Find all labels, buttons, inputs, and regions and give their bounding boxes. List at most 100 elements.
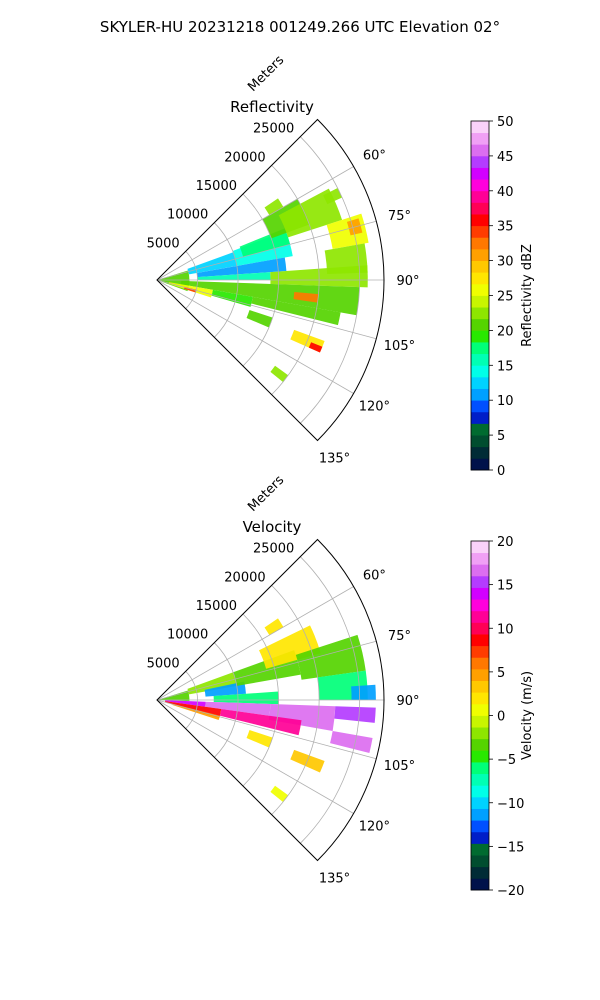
radial-axis-label: Meters	[245, 53, 287, 95]
colorbar-swatch	[471, 388, 489, 401]
colorbar-swatch	[471, 283, 489, 296]
colorbar-swatch	[471, 248, 489, 261]
colorbar-tick-label: −5	[497, 753, 516, 768]
panel-title: Reflectivity	[230, 98, 314, 116]
colorbar-swatch	[471, 587, 489, 600]
colorbar-swatch	[471, 668, 489, 681]
data-cell	[295, 634, 366, 680]
data-cells	[157, 187, 369, 383]
colorbar-swatch	[471, 458, 489, 471]
radial-tick-label: 10000	[167, 628, 208, 643]
colorbar-tick-label: 30	[497, 255, 514, 270]
colorbar-swatch	[471, 272, 489, 285]
figure-title: SKYLER-HU 20231218 001249.266 UTC Elevat…	[100, 18, 500, 36]
colorbar-swatch	[471, 878, 489, 891]
colorbar-swatch	[471, 435, 489, 448]
colorbar-swatch	[471, 365, 489, 378]
azimuth-spoke	[156, 699, 354, 814]
angle-tick-label: 135°	[319, 451, 350, 466]
data-cell	[351, 684, 376, 700]
data-cell	[213, 691, 279, 705]
colorbar-swatch	[471, 820, 489, 833]
radial-tick-label: 15000	[196, 599, 237, 614]
data-cell	[246, 730, 273, 748]
colorbar-swatch	[471, 132, 489, 145]
colorbar: −20 −15 −10 −5 0 5 10 15 20 Velocity (m/s)	[470, 535, 535, 899]
colorbar-swatch	[471, 541, 489, 554]
colorbar-tick-label: 40	[497, 185, 514, 200]
colorbar-swatch	[471, 202, 489, 215]
colorbar-tick-label: 15	[497, 579, 514, 594]
colorbar-swatch	[471, 622, 489, 635]
colorbar-swatch	[471, 715, 489, 728]
colorbar-swatch	[471, 727, 489, 740]
colorbar-tick-label: 50	[497, 115, 514, 130]
colorbar-swatch	[471, 831, 489, 844]
angle-tick-label: 105°	[384, 339, 415, 354]
data-cell	[246, 310, 273, 328]
colorbar-swatch	[471, 575, 489, 588]
velocity-panel: Velocity 5000 10000 15000 20000 25000 Meters 60…	[147, 473, 535, 899]
colorbar-tick-label: 15	[497, 359, 514, 374]
colorbar-swatch	[471, 866, 489, 879]
colorbar-label: Velocity (m/s)	[520, 671, 535, 760]
angle-tick-label: 90°	[396, 694, 419, 709]
colorbar-swatch	[471, 179, 489, 192]
colorbar-tick-label: 20	[497, 324, 514, 339]
colorbar-swatch	[471, 307, 489, 320]
radial-tick-label: 10000	[167, 208, 208, 223]
colorbar-swatch	[471, 692, 489, 705]
reflectivity-panel: Reflectivity 5000 10000 15000 20000 25000 Mete…	[147, 53, 535, 479]
colorbar-tick-label: 5	[497, 429, 505, 444]
azimuth-spoke	[156, 699, 377, 760]
data-cell	[251, 296, 341, 326]
colorbar-swatch	[471, 121, 489, 134]
radial-tick-label: 25000	[253, 122, 294, 137]
colorbar-swatch	[471, 167, 489, 180]
azimuth-spoke	[156, 279, 377, 340]
data-cell	[334, 706, 376, 723]
colorbar-swatch	[471, 773, 489, 786]
data-cell	[293, 292, 319, 303]
data-cell	[324, 243, 368, 275]
colorbar-swatch	[471, 657, 489, 670]
colorbar-swatch	[471, 564, 489, 577]
azimuth-spoke	[156, 640, 377, 701]
data-cell	[219, 709, 302, 736]
angle-tick-label: 90°	[396, 274, 419, 289]
colorbar-swatch	[471, 610, 489, 623]
data-cell	[259, 625, 321, 669]
data-cell	[264, 198, 284, 216]
data-cell	[196, 257, 287, 278]
colorbar-tick-label: 20	[497, 535, 514, 550]
radial-tick-label: 20000	[224, 570, 265, 585]
sector-outline	[156, 538, 385, 862]
radial-tick-label: 25000	[253, 542, 294, 557]
angle-tick-label: 105°	[384, 759, 415, 774]
colorbar-swatch	[471, 260, 489, 273]
colorbar-swatch	[471, 634, 489, 647]
colorbar-swatch	[471, 645, 489, 658]
radial-axis-label: Meters	[245, 473, 287, 515]
colorbar-swatch	[471, 843, 489, 856]
radial-tick-label: 15000	[196, 179, 237, 194]
angle-tick-label: 120°	[359, 400, 390, 415]
colorbar-swatch	[471, 342, 489, 355]
colorbar-swatch	[471, 144, 489, 157]
angle-tick-label: 75°	[388, 209, 411, 224]
colorbar-swatch	[471, 796, 489, 809]
panel-title: Velocity	[243, 518, 302, 536]
azimuth-spoke	[156, 586, 354, 701]
colorbar-swatch	[471, 680, 489, 693]
colorbar-swatch	[471, 411, 489, 424]
radial-tick-label: 5000	[147, 656, 180, 671]
angle-tick-label: 60°	[363, 569, 386, 584]
colorbar-swatch	[471, 214, 489, 227]
colorbar-swatch	[471, 750, 489, 763]
colorbar-swatch	[471, 423, 489, 436]
colorbar-swatch	[471, 190, 489, 203]
data-cell	[330, 730, 373, 753]
angle-tick-label: 75°	[388, 629, 411, 644]
data-cell	[264, 618, 284, 636]
